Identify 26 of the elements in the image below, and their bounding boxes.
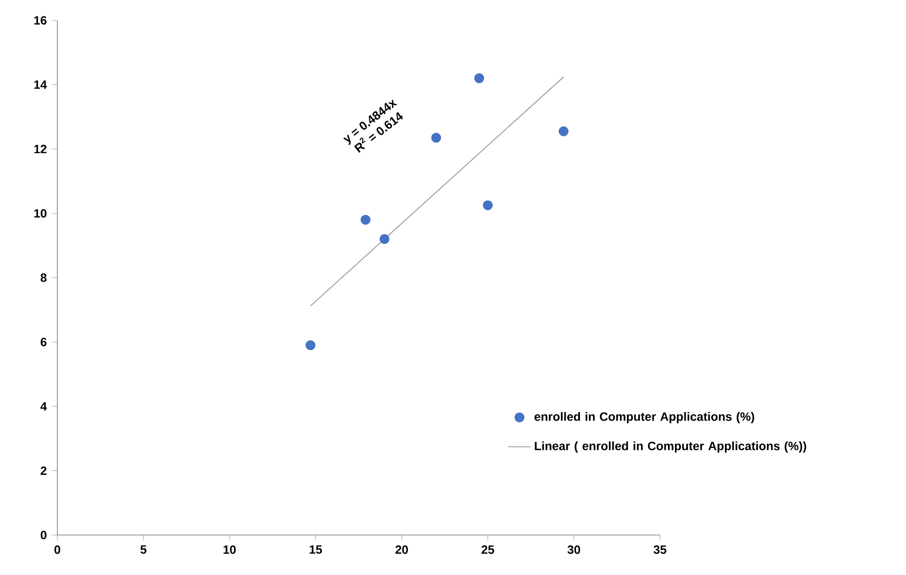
x-tick-label: 15 — [310, 545, 322, 554]
point — [482, 200, 493, 210]
y-tick-label: 10 — [34, 209, 46, 218]
point — [558, 126, 569, 136]
x-tick-label: 35 — [654, 545, 666, 554]
point — [360, 214, 370, 225]
y-tick-label: 14 — [34, 80, 47, 89]
x-tick-label: 25 — [482, 545, 494, 554]
x-tick-label: 0 — [54, 545, 60, 554]
y-tick-label: 6 — [40, 338, 46, 346]
y-tick-label: 12 — [34, 144, 46, 154]
point — [306, 340, 316, 350]
point — [474, 73, 484, 84]
legend-label: enrolled in Computer Applications (%) — [534, 412, 754, 424]
y-tick-label: 16 — [34, 16, 46, 25]
y-tick-label: 2 — [40, 466, 46, 475]
point — [380, 234, 390, 244]
x-tick-label: 10 — [224, 545, 236, 554]
x-tick-label: 5 — [140, 545, 146, 554]
y-tick-label: 8 — [40, 273, 47, 282]
y-tick-label: 4 — [40, 402, 47, 410]
point — [431, 132, 442, 143]
x-tick-label: 30 — [568, 545, 580, 554]
x-tick-label: 20 — [395, 545, 408, 554]
legend-label: Linear ( enrolled in Computer Applications (%)) — [534, 441, 806, 453]
y-tick-label: 0 — [40, 530, 46, 540]
